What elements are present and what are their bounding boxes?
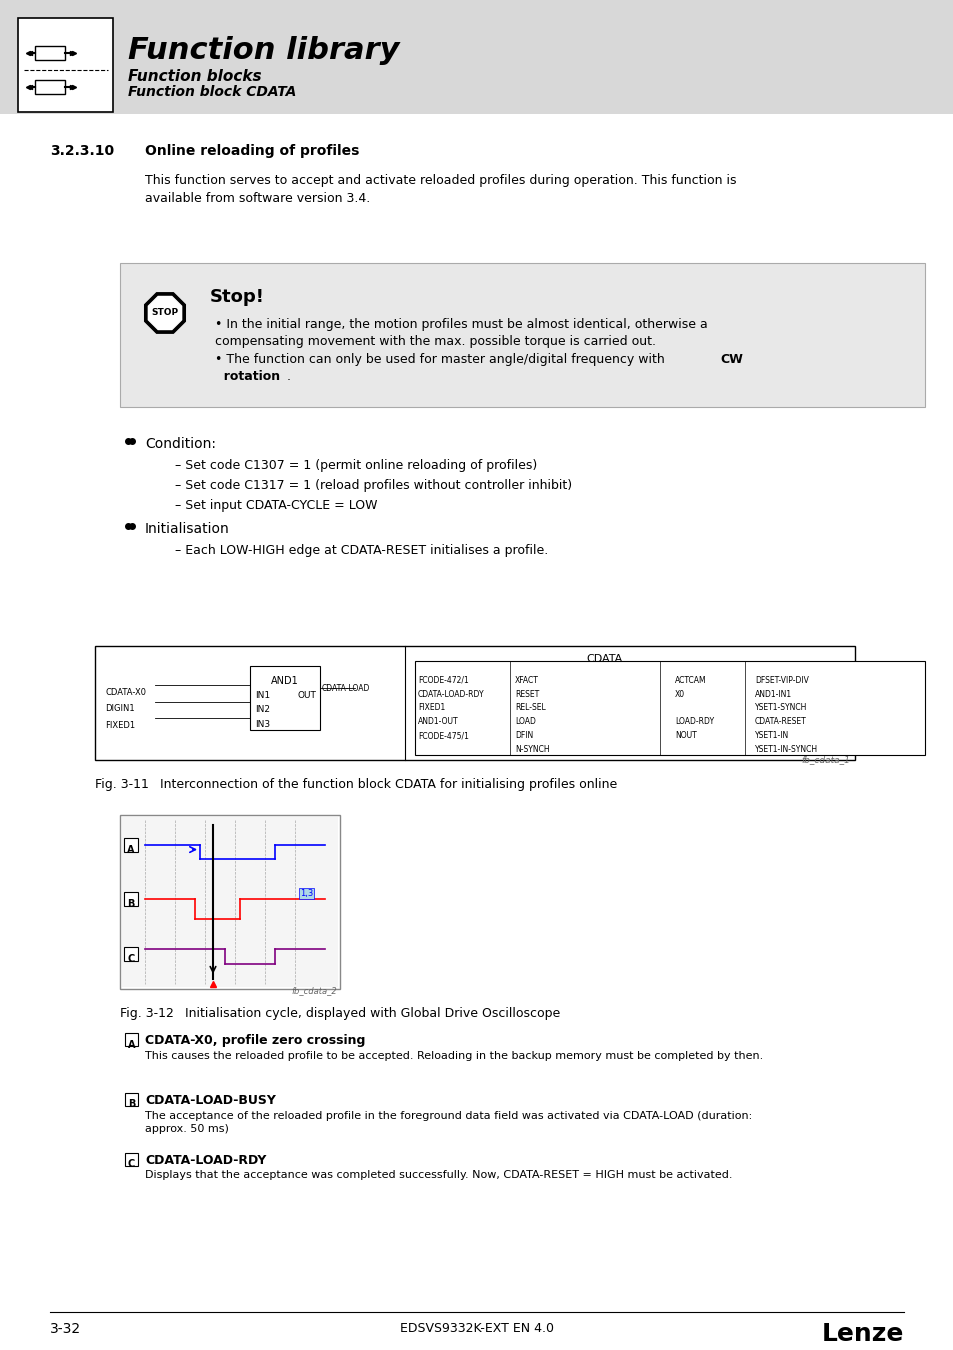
Text: IN1: IN1 — [254, 691, 270, 699]
Text: OUT: OUT — [297, 691, 316, 699]
Text: STOP: STOP — [152, 309, 178, 317]
Text: DFSET-VIP-DIV: DFSET-VIP-DIV — [754, 675, 808, 684]
Bar — [125, 1033, 138, 1046]
Text: IN3: IN3 — [254, 721, 270, 729]
Text: Stop!: Stop! — [210, 288, 265, 306]
Text: • In the initial range, the motion profiles must be almost identical, otherwise : • In the initial range, the motion profi… — [214, 319, 707, 348]
Bar — [18, 18, 112, 112]
Text: A: A — [127, 845, 134, 855]
Text: The acceptance of the reloaded profile in the foreground data field was activate: The acceptance of the reloaded profile i… — [145, 1111, 752, 1134]
Text: This causes the reloaded profile to be accepted. Reloading in the backup memory : This causes the reloaded profile to be a… — [145, 1052, 762, 1061]
Text: N-SYNCH: N-SYNCH — [515, 745, 549, 755]
Bar — [124, 946, 138, 961]
Text: Function blocks: Function blocks — [128, 69, 261, 85]
Text: – Set input CDATA-CYCLE = LOW: – Set input CDATA-CYCLE = LOW — [174, 498, 377, 512]
Polygon shape — [145, 293, 185, 333]
Bar — [125, 1153, 138, 1165]
Text: Initialisation: Initialisation — [145, 521, 230, 536]
Text: Interconnection of the function block CDATA for initialising profiles online: Interconnection of the function block CD… — [160, 778, 617, 791]
Text: Lenze: Lenze — [821, 1322, 903, 1346]
Text: 3.2.3.10: 3.2.3.10 — [50, 144, 114, 158]
Text: FIXED1: FIXED1 — [417, 703, 445, 713]
Text: Condition:: Condition: — [145, 437, 215, 451]
Text: Online reloading of profiles: Online reloading of profiles — [145, 144, 359, 158]
Text: • The function can only be used for master angle/digital frequency with: • The function can only be used for mast… — [214, 352, 668, 366]
Text: AND1: AND1 — [271, 675, 298, 686]
Text: LOAD: LOAD — [515, 717, 536, 726]
Text: AND1-IN1: AND1-IN1 — [754, 690, 791, 698]
Text: XFACT: XFACT — [515, 675, 538, 684]
Text: NOUT: NOUT — [675, 732, 696, 740]
Text: YSET1-IN-SYNCH: YSET1-IN-SYNCH — [754, 745, 818, 755]
Text: CDATA-RESET: CDATA-RESET — [754, 717, 806, 726]
Text: DFIN: DFIN — [515, 732, 533, 740]
Text: – Each LOW-HIGH edge at CDATA-RESET initialises a profile.: – Each LOW-HIGH edge at CDATA-RESET init… — [174, 544, 548, 556]
FancyBboxPatch shape — [120, 263, 924, 408]
Bar — [35, 46, 65, 59]
Text: CDATA-X0, profile zero crossing: CDATA-X0, profile zero crossing — [145, 1034, 365, 1048]
Text: rotation: rotation — [214, 370, 280, 382]
Text: B: B — [128, 1099, 135, 1110]
Bar — [250, 666, 319, 730]
Text: Fig. 3-12: Fig. 3-12 — [120, 1007, 173, 1019]
Text: AND1-OUT: AND1-OUT — [417, 717, 458, 726]
Text: fb_cdata_1: fb_cdata_1 — [801, 755, 849, 764]
Text: IN2: IN2 — [254, 706, 270, 714]
Text: .: . — [287, 370, 291, 382]
Bar — [415, 660, 924, 755]
Text: Initialisation cycle, displayed with Global Drive Oscilloscope: Initialisation cycle, displayed with Glo… — [185, 1007, 559, 1019]
Text: CW: CW — [720, 352, 742, 366]
Text: – Set code C1317 = 1 (reload profiles without controller inhibit): – Set code C1317 = 1 (reload profiles wi… — [174, 479, 572, 491]
Text: CDATA: CDATA — [586, 653, 622, 664]
Bar — [122, 817, 337, 987]
Bar — [95, 645, 854, 760]
Text: DIGIN1: DIGIN1 — [105, 705, 134, 714]
Text: X0: X0 — [675, 690, 684, 698]
Text: FIXED1: FIXED1 — [105, 721, 135, 730]
Text: 1,3: 1,3 — [299, 890, 313, 898]
Text: A: A — [128, 1040, 135, 1050]
Text: This function serves to accept and activate reloaded profiles during operation. : This function serves to accept and activ… — [145, 174, 736, 205]
Polygon shape — [149, 297, 181, 329]
Text: EDSVS9332K-EXT EN 4.0: EDSVS9332K-EXT EN 4.0 — [399, 1322, 554, 1335]
Text: CDATA-X0: CDATA-X0 — [105, 687, 146, 697]
Text: CDATA-LOAD: CDATA-LOAD — [322, 683, 370, 693]
FancyBboxPatch shape — [0, 0, 953, 115]
Text: C: C — [128, 1160, 135, 1169]
Text: Function block CDATA: Function block CDATA — [128, 85, 296, 100]
Bar — [120, 815, 339, 988]
Text: FCODE-472/1: FCODE-472/1 — [417, 675, 468, 684]
Text: FCODE-475/1: FCODE-475/1 — [417, 732, 468, 740]
Bar — [124, 892, 138, 906]
Text: ACTCAM: ACTCAM — [675, 675, 706, 684]
Text: Fig. 3-11: Fig. 3-11 — [95, 778, 149, 791]
Bar — [35, 81, 65, 95]
Text: C: C — [128, 954, 134, 964]
Bar — [125, 1094, 138, 1106]
Bar — [124, 837, 138, 852]
Text: CDATA-LOAD-RDY: CDATA-LOAD-RDY — [417, 690, 484, 698]
Text: B: B — [127, 899, 134, 910]
Text: CDATA-LOAD-RDY: CDATA-LOAD-RDY — [145, 1154, 266, 1166]
Text: REL-SEL: REL-SEL — [515, 703, 545, 713]
Text: LOAD-RDY: LOAD-RDY — [675, 717, 714, 726]
Text: Displays that the acceptance was completed successfully. Now, CDATA-RESET = HIGH: Displays that the acceptance was complet… — [145, 1170, 732, 1180]
Text: 3-32: 3-32 — [50, 1322, 81, 1335]
Text: YSET1-IN: YSET1-IN — [754, 732, 788, 740]
Text: Function library: Function library — [128, 35, 399, 65]
Text: YSET1-SYNCH: YSET1-SYNCH — [754, 703, 806, 713]
Text: CDATA-LOAD-BUSY: CDATA-LOAD-BUSY — [145, 1094, 275, 1107]
Text: RESET: RESET — [515, 690, 538, 698]
Text: – Set code C1307 = 1 (permit online reloading of profiles): – Set code C1307 = 1 (permit online relo… — [174, 459, 537, 472]
Text: fb_cdata_2: fb_cdata_2 — [291, 986, 336, 995]
